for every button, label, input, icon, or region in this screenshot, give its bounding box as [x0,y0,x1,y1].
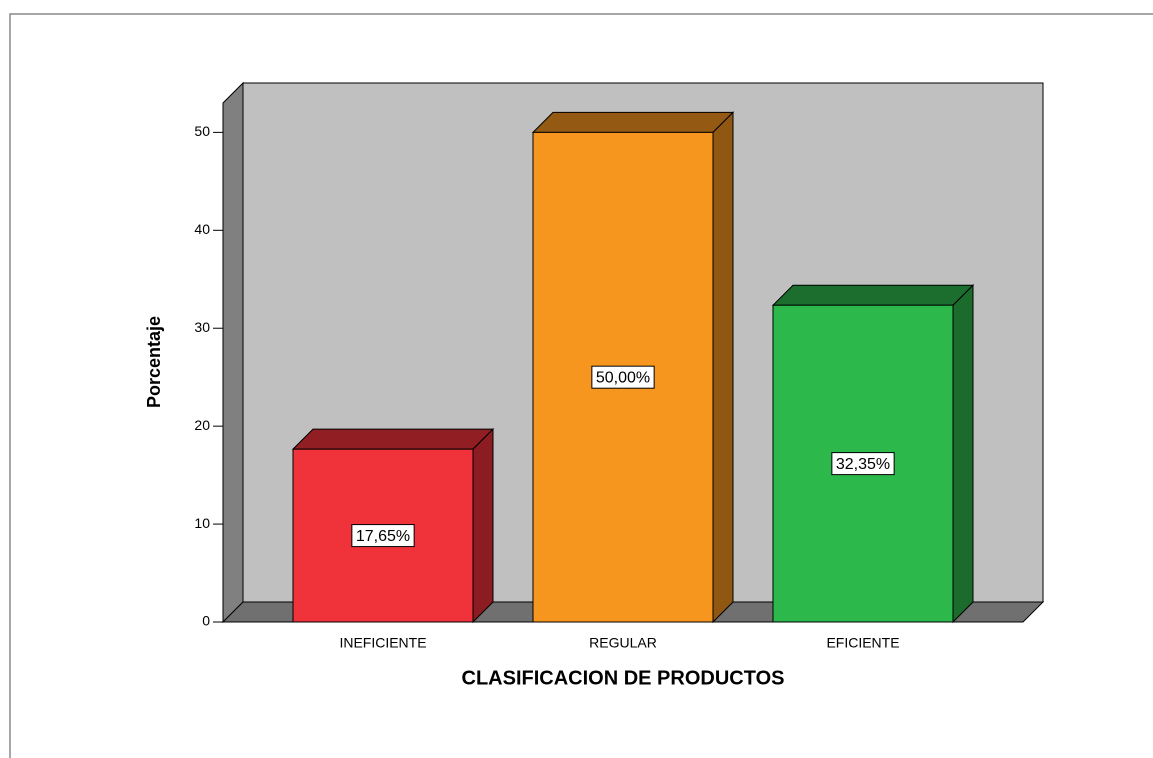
value-label-box [591,365,655,389]
frame [9,13,1153,758]
y-tick-label: 30 [194,319,210,335]
value-label-box [351,524,415,548]
bar-side [952,284,974,624]
value-label: 17,65% [356,528,410,545]
bar-top [531,111,735,133]
bar-top [771,284,975,306]
y-tick-label: 20 [194,417,210,433]
y-tick-label: 50 [194,123,210,139]
bar-side [472,427,494,624]
y-axis-label: Porcentaje [144,316,164,408]
y-tick-label: 40 [194,221,210,237]
x-tick-label: REGULAR [589,635,657,651]
y-tick-label: 0 [202,613,210,629]
value-label-box [831,452,895,476]
x-tick-label: INEFICIENTE [339,635,426,651]
value-label: 50,00% [596,369,650,386]
x-axis-label: CLASIFICACION DE PRODUCTOS [462,667,785,689]
side-wall [222,81,244,624]
bar-top [291,428,495,450]
value-label: 32,35% [836,456,890,473]
y-tick-label: 10 [194,515,210,531]
bar-side [712,111,734,624]
x-tick-label: EFICIENTE [826,635,899,651]
